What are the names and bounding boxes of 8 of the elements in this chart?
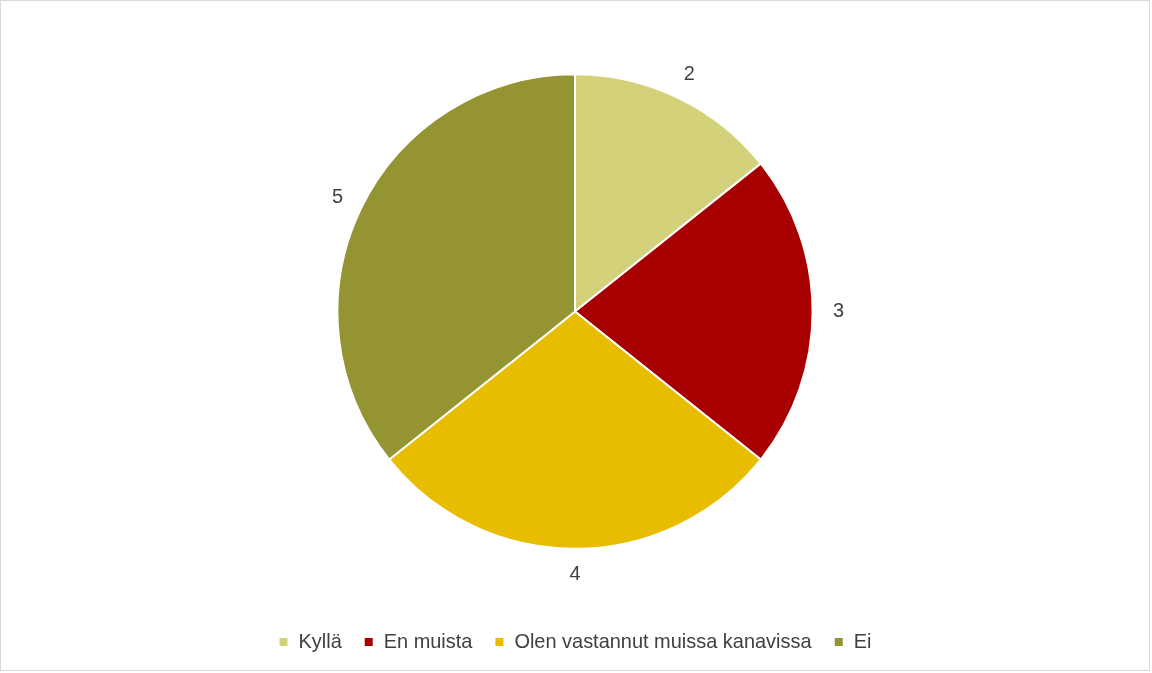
- legend-label: Ei: [853, 629, 872, 652]
- legend-label: Olen vastannut muissa kanavissa: [514, 629, 813, 652]
- data-label: 5: [332, 184, 344, 207]
- legend-label: Kyllä: [298, 629, 343, 652]
- data-label: 3: [832, 299, 845, 322]
- legend-label: En muista: [383, 629, 474, 652]
- data-label: 2: [683, 61, 695, 84]
- data-label: 4: [569, 562, 581, 585]
